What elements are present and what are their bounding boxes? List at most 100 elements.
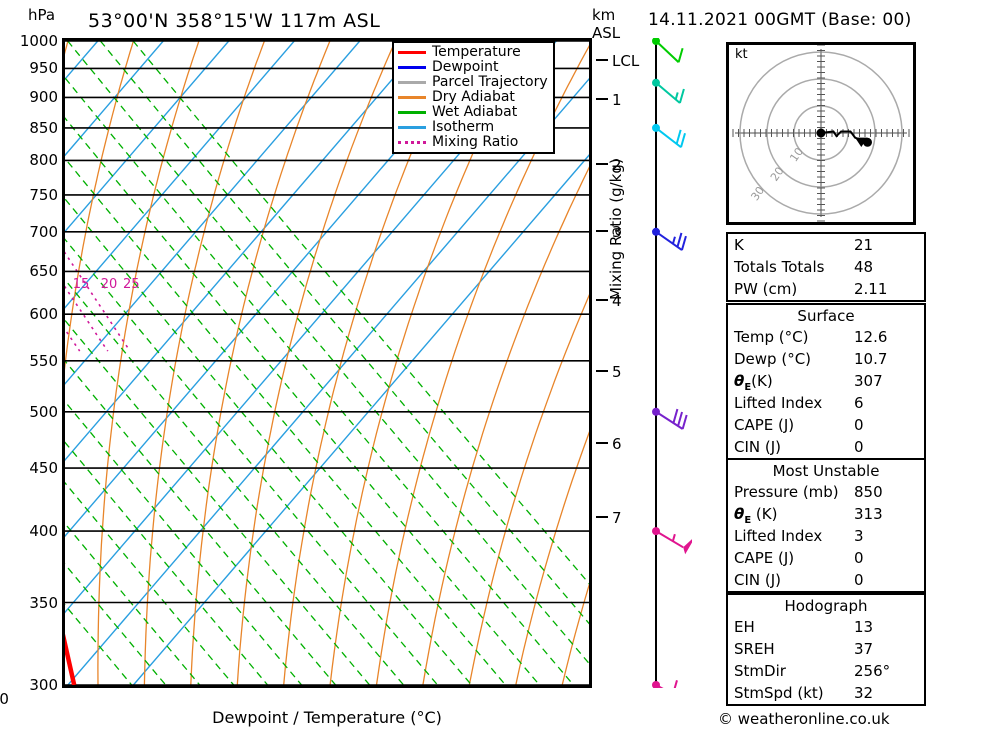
surface-title: Surface xyxy=(797,307,855,325)
row-value: 21 xyxy=(854,236,874,254)
row-key: SREH xyxy=(734,640,775,658)
legend-swatch-icon xyxy=(398,81,426,84)
row-key: EH xyxy=(734,618,755,636)
altitude-tick-7: 7 xyxy=(612,508,622,527)
index-row: Totals Totals 48 xyxy=(728,256,924,278)
legend-item-parcel-trajectory: Parcel Trajectory xyxy=(398,75,548,90)
legend-item-label: Temperature xyxy=(432,44,521,60)
skewt-svg: 2346810152025 xyxy=(65,41,589,685)
pressure-tick-350: 350 xyxy=(29,593,58,612)
legend-item-label: Dry Adiabat xyxy=(432,89,515,105)
row-key: PW (cm) xyxy=(734,280,798,298)
surface-row: CIN (J) 0 xyxy=(728,436,924,458)
legend-item-label: Mixing Ratio xyxy=(432,134,519,150)
row-key: StmDir xyxy=(734,662,786,680)
svg-text:20: 20 xyxy=(768,165,787,184)
row-value: 0 xyxy=(854,438,864,456)
row-value: 0 xyxy=(854,416,864,434)
row-value: 48 xyxy=(854,258,874,276)
row-key: CAPE (J) xyxy=(734,416,795,434)
svg-text:10: 10 xyxy=(787,145,806,164)
row-value: 3 xyxy=(854,527,864,545)
surface-row: θE(K) 307 xyxy=(728,370,924,393)
row-value: 850 xyxy=(854,483,883,501)
most-unstable-row: CAPE (J) 0 xyxy=(728,547,924,569)
most-unstable-row: θE (K) 313 xyxy=(728,503,924,526)
legend-item-label: Parcel Trajectory xyxy=(432,74,548,90)
row-key: StmSpd (kt) xyxy=(734,684,824,702)
pressure-axis: 300 350 400 450 500 550 600 650 700 750 800 850 900 9… xyxy=(0,32,58,694)
wind-barb-500 xyxy=(652,407,688,430)
hodograph-row: EH 13 xyxy=(728,616,924,638)
altitude-tick-mark-3 xyxy=(596,230,608,233)
indices-panel: K 21 Totals Totals 48 PW (cm) 2.11 xyxy=(726,232,926,302)
hodograph-row: StmDir 256° xyxy=(728,660,924,682)
legend-swatch-icon xyxy=(398,141,426,144)
legend-swatch-icon xyxy=(398,66,426,69)
svg-text:25: 25 xyxy=(123,277,140,292)
svg-text:15: 15 xyxy=(73,277,90,292)
row-key: Pressure (mb) xyxy=(734,483,839,501)
most-unstable-row: Pressure (mb) 850 xyxy=(728,481,924,503)
row-value: 0 xyxy=(854,571,864,589)
surface-row: Temp (°C) 12.6 xyxy=(728,326,924,348)
wind-barb-850 xyxy=(652,123,686,149)
wind-barb-300 xyxy=(652,680,697,708)
surface-row: Dewp (°C) 10.7 xyxy=(728,348,924,370)
asl-unit-label: ASL xyxy=(592,24,621,42)
altitude-tick-mark-2 xyxy=(596,162,608,165)
pressure-tick-700: 700 xyxy=(29,222,58,241)
hodograph-row: StmSpd (kt) 32 xyxy=(728,682,924,704)
pressure-tick-650: 650 xyxy=(29,262,58,281)
row-key: θE (K) xyxy=(734,505,778,526)
pressure-tick-750: 750 xyxy=(29,185,58,204)
hodograph-table-panel: Hodograph EH 13 SREH 37 StmDir 256° StmSpd (kt)… xyxy=(726,593,926,706)
legend-item-mixing-ratio: Mixing Ratio xyxy=(398,135,548,150)
row-value: 12.6 xyxy=(854,328,888,346)
row-value: 10.7 xyxy=(854,350,888,368)
row-key: θE(K) xyxy=(734,372,773,393)
surface-row: CAPE (J) 0 xyxy=(728,414,924,436)
row-key: CIN (J) xyxy=(734,438,782,456)
pressure-tick-850: 850 xyxy=(29,118,58,137)
legend: Temperature Dewpoint Parcel Trajectory Dry … xyxy=(392,41,555,154)
altitude-tick-1: 1 xyxy=(612,90,622,109)
legend-swatch-icon xyxy=(398,96,426,99)
pressure-unit-label: hPa xyxy=(28,6,56,24)
svg-text:30: 30 xyxy=(748,184,767,203)
row-value: 307 xyxy=(854,372,883,390)
page-title: 53°00'N 358°15'W 117m ASL xyxy=(88,10,381,32)
pressure-tick-600: 600 xyxy=(29,305,58,324)
legend-item-isotherm: Isotherm xyxy=(398,120,548,135)
pressure-tick-900: 900 xyxy=(29,88,58,107)
altitude-tick-5: 5 xyxy=(612,362,622,381)
wind-barb-svg xyxy=(652,37,697,708)
row-value: 256° xyxy=(854,662,891,680)
altitude-tick-mark-4 xyxy=(596,299,608,302)
most-unstable-panel: Most Unstable Pressure (mb) 850 θE (K) 313 Li… xyxy=(726,458,926,593)
pressure-tick-300: 300 xyxy=(29,676,58,694)
hodograph-row: SREH 37 xyxy=(728,638,924,660)
lcl-tick-mark xyxy=(596,59,608,62)
row-value: 6 xyxy=(854,394,864,412)
pressure-tick-400: 400 xyxy=(29,522,58,541)
pressure-tick-1000: 1000 xyxy=(19,32,58,50)
pressure-tick-800: 800 xyxy=(29,151,58,170)
hodograph-panel: kt 10 20 30 xyxy=(655,0,987,299)
legend-item-label: Dewpoint xyxy=(432,59,499,75)
altitude-tick-mark-5 xyxy=(596,369,608,372)
row-value: 13 xyxy=(854,618,874,636)
row-key: CAPE (J) xyxy=(734,549,795,567)
row-key: K xyxy=(734,236,744,254)
surface-panel: Surface Temp (°C) 12.6 Dewp (°C) 10.7 θE(K) 30… xyxy=(726,303,926,460)
legend-swatch-icon xyxy=(398,111,426,114)
altitude-tick-6: 6 xyxy=(612,434,622,453)
date-title: 14.11.2021 00GMT (Base: 00) xyxy=(648,10,912,30)
most-unstable-title: Most Unstable xyxy=(772,462,880,480)
legend-item-label: Wet Adiabat xyxy=(432,104,518,120)
legend-item-wet-adiabat: Wet Adiabat xyxy=(398,105,548,120)
copyright-footer: © weatheronline.co.uk xyxy=(718,710,890,728)
row-key: Totals Totals xyxy=(734,258,825,276)
km-unit-label: km xyxy=(592,6,616,24)
altitude-tick-mark-6 xyxy=(596,441,608,444)
